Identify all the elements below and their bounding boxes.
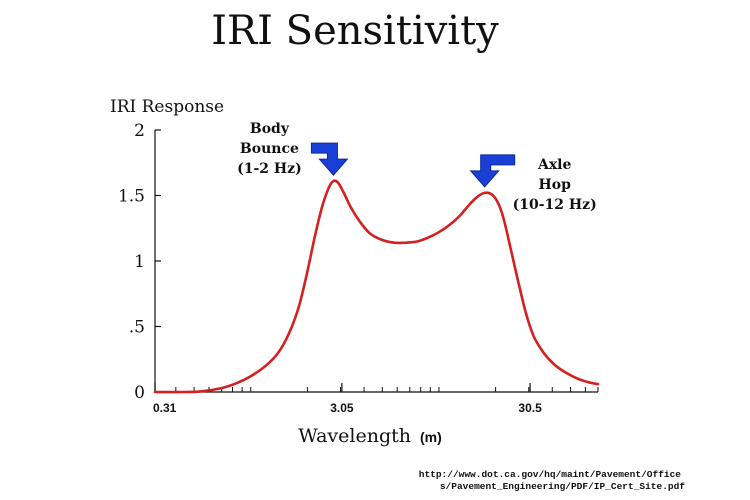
x-ticks: 0.31 3.05 30.5: [153, 383, 542, 415]
source-line-2: s/Pavement_Engineering/PDF/IP_Cert_Site.…: [440, 481, 685, 492]
source-line-1: http://www.dot.ca.gov/hq/maint/Pavement/…: [419, 469, 682, 480]
y-tick-label: .5: [129, 318, 145, 338]
y-ticks: 0 .5 1 1.5 2: [118, 121, 161, 403]
y-tick-label: 0: [134, 383, 145, 403]
series-line: [153, 179, 600, 394]
y-tick-label: 1: [134, 252, 145, 272]
x-axis-label: Wavelength: [298, 425, 411, 447]
x-axis-label-group: Wavelength (m): [298, 425, 442, 447]
annotation-label: Bounce: [240, 141, 299, 157]
x-tick-label: 30.5: [518, 401, 542, 415]
annotations: Body Bounce (1-2 Hz) Axle Hop (10-12 Hz): [237, 121, 597, 213]
y-axis-label: IRI Response: [110, 97, 224, 117]
source-note: http://www.dot.ca.gov/hq/maint/Pavement/…: [419, 464, 686, 492]
x-tick-label: 3.05: [330, 401, 354, 415]
annotation-arrow-icon: [469, 154, 516, 188]
annotation-label: (1-2 Hz): [237, 161, 302, 177]
annotation-arrow-icon: [310, 142, 349, 176]
axes: 0 .5 1 1.5 2 0.31 3.05 30.5: [118, 121, 599, 415]
x-minor-ticks: [175, 387, 599, 392]
annotation-label: Hop: [539, 177, 572, 193]
annotation-label: Body: [250, 121, 290, 137]
x-tick-label: 0.31: [153, 401, 177, 415]
annotation-label: Axle: [537, 157, 572, 173]
y-tick-label: 1.5: [118, 187, 145, 207]
y-tick-label: 2: [134, 121, 145, 141]
annotation-label: (10-12 Hz): [513, 197, 597, 213]
x-axis-unit: (m): [420, 429, 442, 445]
chart-title: IRI Sensitivity: [211, 8, 499, 54]
